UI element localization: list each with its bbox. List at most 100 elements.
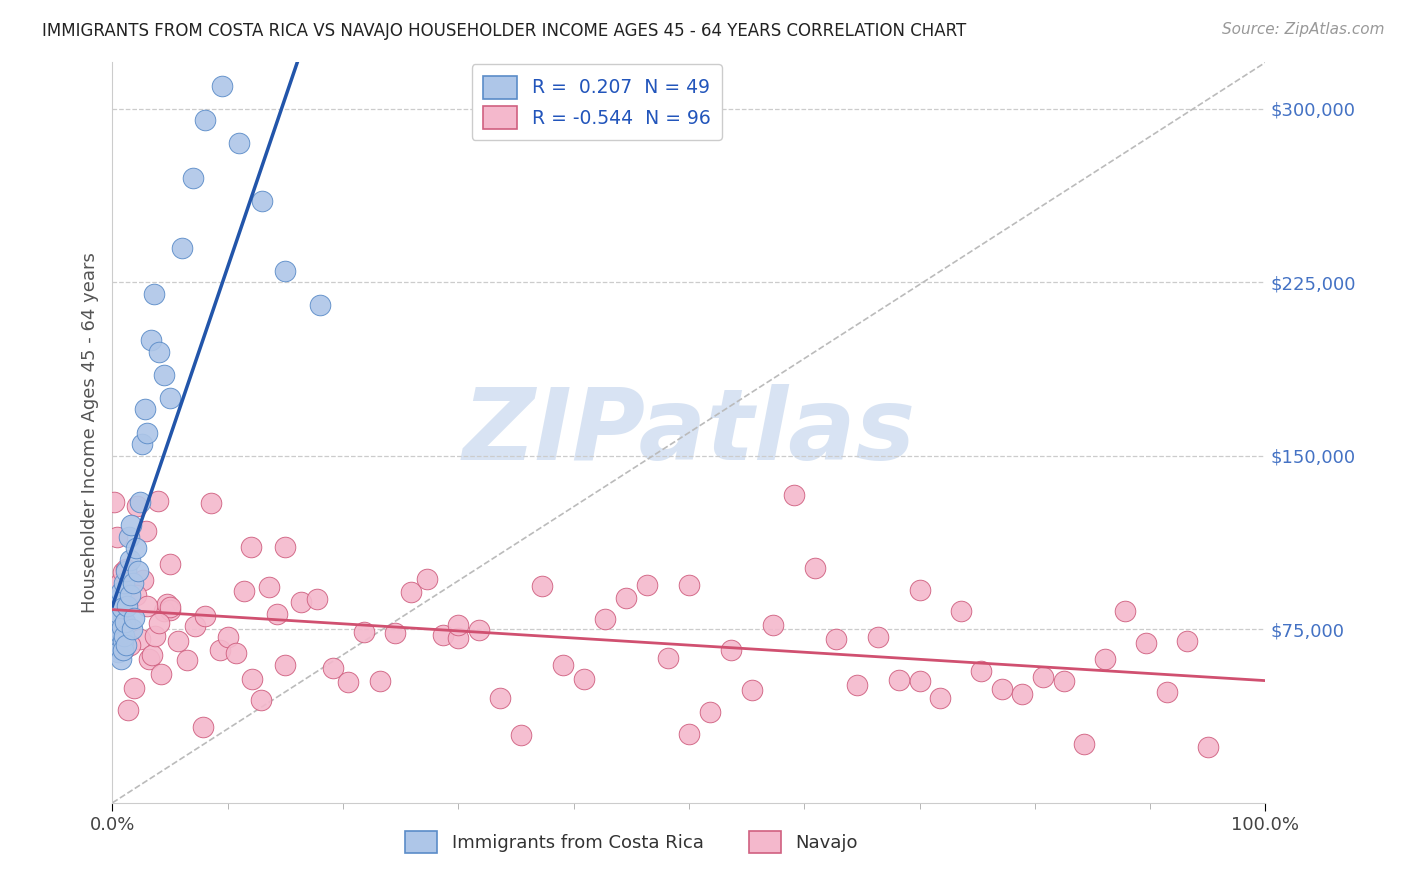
Point bbox=[845, 678, 868, 692]
Point bbox=[274, 263, 297, 277]
Point bbox=[228, 136, 250, 151]
Point bbox=[115, 639, 138, 653]
Point bbox=[167, 634, 190, 648]
Point bbox=[108, 642, 131, 657]
Point bbox=[110, 652, 132, 666]
Point bbox=[1175, 634, 1198, 648]
Point bbox=[120, 518, 142, 533]
Point bbox=[211, 78, 233, 93]
Point bbox=[112, 629, 135, 643]
Point bbox=[176, 653, 198, 667]
Point bbox=[468, 624, 491, 638]
Point bbox=[783, 488, 806, 502]
Point bbox=[949, 604, 972, 618]
Point bbox=[194, 113, 217, 128]
Point bbox=[159, 558, 181, 572]
Point bbox=[678, 727, 700, 741]
Point bbox=[103, 495, 125, 509]
Point bbox=[156, 598, 179, 612]
Point bbox=[148, 494, 170, 508]
Point bbox=[181, 171, 204, 186]
Point bbox=[104, 622, 127, 636]
Point bbox=[124, 681, 146, 695]
Point bbox=[636, 578, 658, 592]
Point bbox=[309, 298, 332, 312]
Point bbox=[866, 630, 889, 644]
Point bbox=[159, 599, 181, 614]
Point bbox=[134, 402, 156, 417]
Point bbox=[111, 633, 134, 648]
Point bbox=[200, 495, 222, 509]
Point bbox=[720, 643, 742, 657]
Point bbox=[432, 628, 454, 642]
Point bbox=[593, 612, 616, 626]
Point bbox=[143, 629, 166, 643]
Point bbox=[699, 705, 721, 719]
Point bbox=[148, 616, 170, 631]
Point bbox=[184, 618, 207, 632]
Point bbox=[129, 495, 152, 509]
Point bbox=[153, 368, 176, 382]
Point bbox=[368, 674, 391, 689]
Point bbox=[124, 610, 146, 624]
Legend: Immigrants from Costa Rica, Navajo: Immigrants from Costa Rica, Navajo bbox=[398, 824, 865, 861]
Text: IMMIGRANTS FROM COSTA RICA VS NAVAJO HOUSEHOLDER INCOME AGES 45 - 64 YEARS CORRE: IMMIGRANTS FROM COSTA RICA VS NAVAJO HOU… bbox=[42, 22, 966, 40]
Point bbox=[107, 606, 129, 620]
Point bbox=[118, 638, 141, 652]
Point bbox=[208, 643, 231, 657]
Y-axis label: Householder Income Ages 45 - 64 years: Householder Income Ages 45 - 64 years bbox=[80, 252, 98, 613]
Point bbox=[108, 592, 131, 607]
Point bbox=[108, 624, 131, 639]
Text: Source: ZipAtlas.com: Source: ZipAtlas.com bbox=[1222, 22, 1385, 37]
Point bbox=[399, 585, 422, 599]
Point bbox=[112, 576, 135, 591]
Point bbox=[111, 643, 134, 657]
Point bbox=[122, 576, 145, 591]
Point bbox=[111, 601, 134, 615]
Point bbox=[242, 673, 264, 687]
Point bbox=[416, 572, 439, 586]
Point bbox=[108, 576, 131, 591]
Point bbox=[510, 729, 533, 743]
Point bbox=[1052, 673, 1074, 688]
Point bbox=[1094, 652, 1116, 666]
Point bbox=[103, 599, 125, 614]
Point bbox=[111, 620, 134, 634]
Point bbox=[489, 691, 512, 706]
Point bbox=[111, 565, 134, 579]
Point bbox=[105, 639, 128, 653]
Point bbox=[447, 618, 470, 632]
Point bbox=[114, 615, 136, 630]
Point bbox=[447, 631, 470, 645]
Point bbox=[1032, 670, 1054, 684]
Point bbox=[139, 333, 162, 347]
Point bbox=[136, 425, 159, 440]
Point bbox=[1197, 739, 1219, 754]
Point bbox=[104, 610, 127, 624]
Point bbox=[104, 628, 127, 642]
Point bbox=[107, 645, 129, 659]
Point bbox=[153, 604, 176, 618]
Point bbox=[249, 693, 271, 707]
Point bbox=[104, 615, 127, 630]
Point bbox=[121, 574, 143, 588]
Point bbox=[384, 625, 406, 640]
Point bbox=[124, 588, 146, 602]
Point bbox=[141, 648, 163, 662]
Point bbox=[322, 660, 344, 674]
Point bbox=[132, 573, 155, 587]
Point bbox=[824, 632, 846, 646]
Point bbox=[170, 240, 193, 255]
Point bbox=[148, 344, 170, 359]
Point bbox=[159, 602, 181, 616]
Point bbox=[117, 599, 139, 614]
Point bbox=[217, 630, 239, 644]
Point bbox=[129, 632, 152, 647]
Point bbox=[353, 625, 375, 640]
Point bbox=[136, 599, 159, 613]
Point bbox=[110, 585, 132, 599]
Point bbox=[127, 500, 149, 514]
Point bbox=[121, 622, 143, 636]
Point bbox=[908, 582, 931, 597]
Point bbox=[239, 541, 262, 555]
